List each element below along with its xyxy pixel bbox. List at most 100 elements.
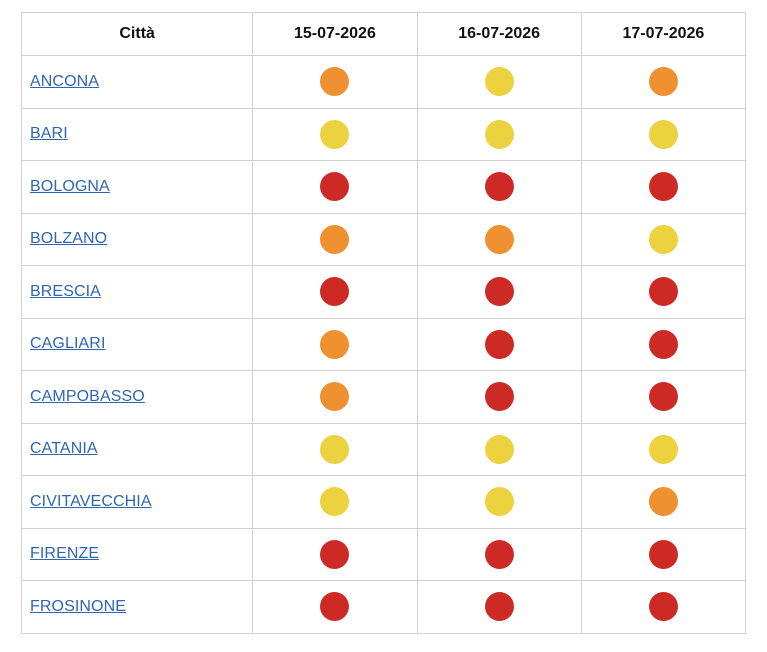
city-link[interactable]: CIVITAVECCHIA [30,492,152,510]
risk-level-cell [252,580,418,634]
risk-level-cell [416,422,582,476]
risk-level-orange-dot [648,487,678,517]
risk-level-cell [580,422,746,476]
table-row: CAGLIARI [21,317,746,371]
risk-level-cell [580,475,746,529]
city-cell: BOLOGNA [21,160,254,214]
risk-level-cell [580,580,746,634]
table-row: BRESCIA [21,265,746,319]
risk-level-cell [252,317,418,371]
risk-level-cell [416,317,582,371]
city-link[interactable]: FROSINONE [30,597,127,615]
city-cell: CIVITAVECCHIA [21,475,254,529]
risk-level-orange-dot [320,224,350,254]
risk-level-yellow-dot [484,487,514,517]
city-link[interactable]: CAMPOBASSO [30,387,145,405]
column-header-date-3: 17-07-2026 [580,12,746,56]
city-link[interactable]: CAGLIARI [30,335,106,353]
city-link[interactable]: BRESCIA [30,282,101,300]
risk-level-cell [580,107,746,161]
risk-level-red-dot [648,329,678,359]
risk-level-red-dot [484,539,514,569]
city-cell: CAMPOBASSO [21,370,254,424]
risk-level-red-dot [648,592,678,622]
city-cell: CATANIA [21,422,254,476]
risk-level-cell [580,160,746,214]
table-row: BARI [21,107,746,161]
risk-level-red-dot [320,592,350,622]
risk-level-red-dot [484,277,514,307]
table-row: BOLOGNA [21,160,746,214]
risk-level-red-dot [320,277,350,307]
risk-level-red-dot [648,539,678,569]
risk-level-cell [416,527,582,581]
risk-level-cell [252,527,418,581]
city-link[interactable]: BOLOGNA [30,177,110,195]
city-cell: ANCONA [21,55,254,109]
risk-level-yellow-dot [320,434,350,464]
risk-level-orange-dot [484,224,514,254]
risk-level-yellow-dot [648,224,678,254]
risk-level-cell [252,160,418,214]
risk-level-yellow-dot [648,119,678,149]
heat-bulletin-table: Città 15-07-2026 16-07-2026 17-07-2026 A… [21,12,746,634]
risk-level-cell [416,475,582,529]
risk-level-cell [252,212,418,266]
risk-level-red-dot [648,277,678,307]
risk-level-cell [580,265,746,319]
risk-level-red-dot [484,382,514,412]
risk-level-yellow-dot [484,67,514,97]
risk-level-yellow-dot [320,487,350,517]
city-link[interactable]: BARI [30,125,68,143]
risk-level-cell [252,265,418,319]
risk-level-cell [580,55,746,109]
table-body: ANCONA BARI BOLOGNA BOLZANO BRESCIA CAGLIARI C… [21,55,746,634]
risk-level-cell [252,422,418,476]
risk-level-cell [416,370,582,424]
risk-level-red-dot [648,382,678,412]
risk-level-yellow-dot [484,119,514,149]
risk-level-red-dot [484,592,514,622]
risk-level-red-dot [484,329,514,359]
city-link[interactable]: ANCONA [30,72,100,90]
column-header-city: Città [21,12,254,56]
risk-level-yellow-dot [484,434,514,464]
risk-level-cell [416,55,582,109]
risk-level-cell [252,107,418,161]
risk-level-cell [252,475,418,529]
risk-level-orange-dot [648,67,678,97]
table-row: BOLZANO [21,212,746,266]
risk-level-cell [252,55,418,109]
heat-bulletin-table-container: Città 15-07-2026 16-07-2026 17-07-2026 A… [21,12,746,652]
risk-level-cell [416,160,582,214]
table-row: CATANIA [21,422,746,476]
city-cell: BOLZANO [21,212,254,266]
table-row: FROSINONE [21,580,746,634]
city-link[interactable]: BOLZANO [30,230,108,248]
risk-level-cell [580,212,746,266]
table-row: FIRENZE [21,527,746,581]
table-row: ANCONA [21,55,746,109]
risk-level-orange-dot [320,329,350,359]
city-link[interactable]: FIRENZE [30,545,100,563]
risk-level-orange-dot [320,382,350,412]
risk-level-red-dot [320,539,350,569]
city-cell: FROSINONE [21,580,254,634]
risk-level-orange-dot [320,67,350,97]
table-row: CIVITAVECCHIA [21,475,746,529]
risk-level-yellow-dot [648,434,678,464]
risk-level-cell [416,265,582,319]
risk-level-yellow-dot [320,119,350,149]
city-cell: FIRENZE [21,527,254,581]
city-cell: CAGLIARI [21,317,254,371]
risk-level-cell [416,212,582,266]
risk-level-cell [580,317,746,371]
risk-level-red-dot [484,172,514,202]
risk-level-cell [416,107,582,161]
column-header-date-1: 15-07-2026 [252,12,418,56]
table-row: CAMPOBASSO [21,370,746,424]
city-link[interactable]: CATANIA [30,440,98,458]
risk-level-red-dot [648,172,678,202]
risk-level-cell [580,370,746,424]
risk-level-cell [416,580,582,634]
